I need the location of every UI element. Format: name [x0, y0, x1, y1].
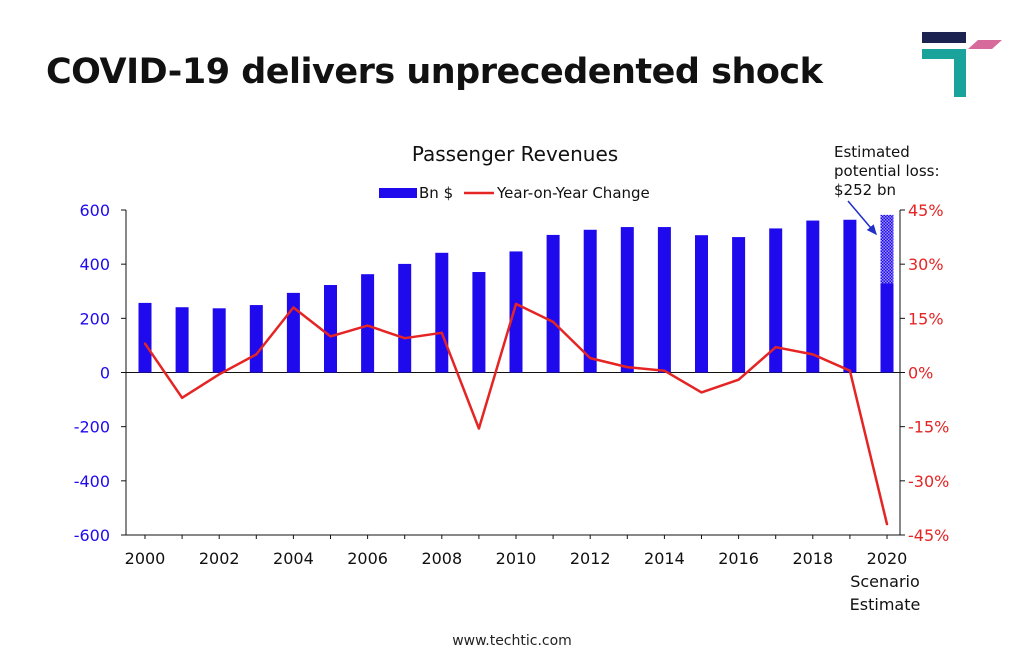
right-axis-tick-label: -45%	[908, 526, 949, 545]
right-axis-tick-label: 30%	[908, 255, 944, 274]
company-logo	[922, 32, 1002, 97]
yoy-point-2002	[218, 373, 221, 376]
annotation-arrow	[847, 200, 877, 236]
bar-2016	[732, 237, 746, 373]
x-note: Scenario Estimate	[850, 572, 921, 614]
bar-2011	[546, 234, 560, 373]
passenger-revenues-chart: Passenger Revenues Bn $ Year-on-Year Cha…	[74, 142, 950, 614]
yoy-point-2018	[811, 353, 814, 356]
yoy-point-2005	[329, 335, 332, 338]
bar-2013	[620, 227, 634, 373]
annotation-line-2: potential loss:	[834, 162, 940, 180]
bar-2020	[880, 283, 894, 373]
annotation-line-1: Estimated	[834, 143, 910, 161]
logo-pink-shape	[968, 40, 1002, 49]
left-axis-tick-label: 200	[79, 309, 110, 328]
x-axis-tick-label: 2018	[792, 549, 833, 568]
yoy-point-2008	[440, 331, 443, 334]
x-axis-tick-label: 2012	[570, 549, 611, 568]
yoy-point-2020	[885, 522, 889, 526]
yoy-point-2004	[292, 306, 295, 309]
left-axis-tick-label: 400	[79, 255, 110, 274]
annotation-line-3: $252 bn	[834, 181, 896, 199]
bar-2019	[843, 219, 857, 373]
yoy-point-2014	[663, 369, 666, 372]
left-axis-tick-label: 600	[79, 201, 110, 220]
bar-2001	[175, 307, 189, 373]
legend-label-yoy: Year-on-Year Change	[496, 184, 650, 202]
x-axis-tick-label: 2000	[125, 549, 166, 568]
logo-teal-shape	[922, 49, 966, 97]
legend-label-bn: Bn $	[419, 184, 453, 202]
left-axis-tick-label: -600	[74, 526, 110, 545]
x-axis-tick-label: 2006	[347, 549, 388, 568]
bar-2006	[361, 274, 375, 373]
yoy-point-2007	[403, 336, 406, 340]
legend-swatch-bn	[379, 188, 417, 198]
x-axis-tick-label: 2004	[273, 549, 314, 568]
x-note-line-2: Estimate	[850, 595, 921, 614]
x-axis-tick-label: 2020	[867, 549, 908, 568]
bar-2000	[138, 302, 152, 373]
right-axis-tick-label: 45%	[908, 201, 944, 220]
yoy-point-2019	[848, 369, 852, 372]
bar-2007	[398, 263, 412, 373]
right-axis-tick-label: -30%	[908, 472, 949, 491]
legend: Bn $ Year-on-Year Change	[379, 184, 650, 202]
yoy-point-2013	[626, 365, 629, 369]
left-axis-tick-label: 0	[100, 364, 110, 383]
chart-title: Passenger Revenues	[412, 142, 618, 166]
x-axis-tick-label: 2008	[421, 549, 462, 568]
x-axis-tick-label: 2002	[199, 549, 240, 568]
x-axis-tick-label: 2014	[644, 549, 685, 568]
right-axis-tick-label: 15%	[908, 309, 944, 328]
yoy-point-2017	[774, 346, 777, 349]
bar-2010	[509, 251, 523, 373]
left-axis-tick-label: -200	[74, 418, 110, 437]
yoy-point-2000	[143, 342, 147, 345]
bar-2002	[212, 308, 226, 373]
x-note-line-1: Scenario	[850, 572, 920, 591]
bar-2018	[806, 220, 820, 373]
bar-2003	[249, 305, 263, 373]
x-axis-tick-label: 2016	[718, 549, 759, 568]
yoy-point-2016	[737, 378, 740, 381]
yoy-point-2011	[551, 320, 555, 324]
page-title: COVID-19 delivers unprecedented shock	[46, 52, 823, 92]
bar-2005	[324, 285, 337, 373]
bar-2017	[769, 228, 783, 373]
bar-2014	[657, 227, 671, 373]
yoy-point-2001	[180, 396, 184, 399]
x-axis-tick-label: 2010	[496, 549, 537, 568]
bar-2004	[286, 292, 300, 373]
yoy-point-2006	[366, 324, 369, 327]
yoy-point-2010	[514, 302, 518, 306]
annotation: Estimated potential loss: $252 bn	[834, 143, 940, 236]
bar-2012	[583, 229, 597, 373]
bar-2015	[695, 235, 708, 373]
plot-area: 6004002000-200-400-60045%30%15%0%-15%-30…	[74, 201, 950, 568]
footer-url: www.techtic.com	[452, 633, 572, 649]
yoy-point-2009	[477, 427, 481, 430]
bar-estimated-loss	[880, 214, 894, 284]
logo-navy-bar	[922, 32, 966, 43]
yoy-point-2012	[589, 356, 592, 360]
bar-2009	[472, 272, 486, 373]
right-axis-tick-label: 0%	[908, 364, 933, 383]
yoy-point-2003	[255, 353, 258, 356]
bar-2008	[435, 252, 449, 373]
left-axis-tick-label: -400	[74, 472, 110, 491]
right-axis-tick-label: -15%	[908, 418, 949, 437]
yoy-point-2015	[700, 391, 703, 394]
